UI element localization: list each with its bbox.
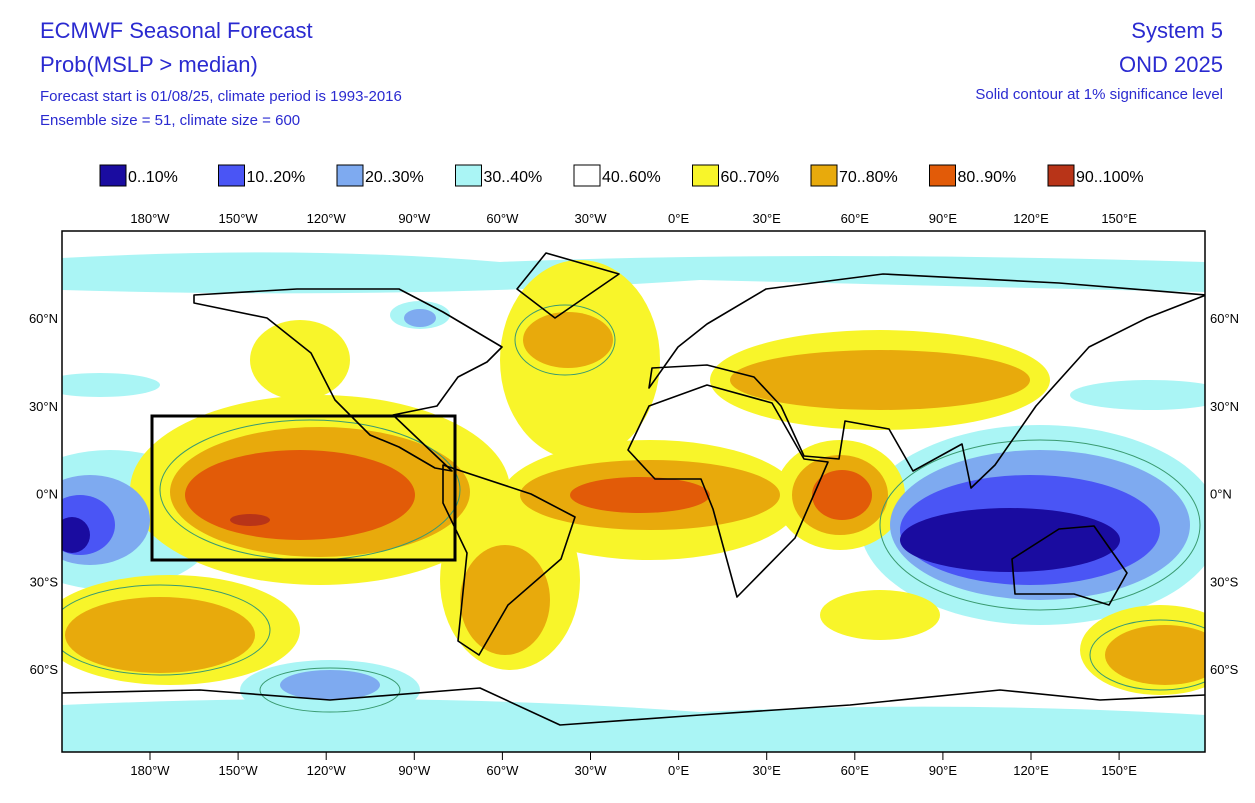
lat-label: 30°N [29,399,58,414]
info-line: Forecast start is 01/08/25, climate peri… [40,88,402,105]
legend-label: 60..70% [721,169,780,186]
legend-swatch [573,164,601,187]
legend-label: 10..20% [247,169,306,186]
lat-label: 0°N [36,487,58,502]
lon-label: 90°E [929,211,958,226]
legend-swatch [218,164,245,187]
note: Solid contour at 1% significance level [975,86,1223,103]
lon-label: 30°W [575,763,608,778]
highlight-box [150,414,457,562]
legend-swatch [336,164,364,187]
title: ECMWF Seasonal Forecast [40,18,313,43]
lon-label: 120°W [307,211,347,226]
legend-label: 70..80% [839,169,898,186]
map-field [62,231,1205,752]
lat-label: 30°S [1210,574,1239,589]
lon-label: 120°E [1013,211,1049,226]
system: System 5 [1131,18,1223,43]
lon-label: 120°W [307,763,347,778]
period: OND 2025 [1119,52,1223,77]
lon-label: 30°E [753,763,782,778]
lon-label: 30°W [575,211,608,226]
legend-label: 30..40% [484,169,543,186]
legend-swatch [455,164,482,187]
legend-swatch [929,164,956,187]
legend: 0..10% 10..20% 20..30% 30..40% 40..60% 60..70… [99,164,1144,187]
lon-label: 90°W [398,211,431,226]
legend-swatch [692,164,719,187]
lon-label: 150°W [219,763,259,778]
lon-label: 90°E [929,763,958,778]
legend-label: 40..60% [602,169,661,186]
lat-label: 60°S [1210,662,1239,677]
graticule-labels: 180°W 180°W 150°W 150°W 120°W 120°W 90°W 90°W 60… [29,211,1239,778]
lon-label: 60°W [486,763,519,778]
lon-label: 180°W [130,763,170,778]
lat-label: 60°S [30,662,59,677]
lon-label: 0°E [668,211,689,226]
lat-label: 30°S [30,574,59,589]
lon-label: 60°E [841,763,870,778]
legend-label: 80..90% [958,169,1017,186]
legend-swatch [810,164,838,187]
map-frame [61,230,1206,753]
lat-label: 60°N [29,311,58,326]
lat-label: 0°N [1210,487,1232,502]
lat-label: 30°N [1210,399,1239,414]
lat-label: 60°N [1210,311,1239,326]
info-line: Ensemble size = 51, climate size = 600 [40,112,300,129]
lon-label: 180°W [130,211,170,226]
legend-swatch [1047,164,1075,187]
lon-label: 0°E [668,763,689,778]
legend-label: 0..10% [128,169,178,186]
lon-label: 60°W [486,211,519,226]
legend-label: 90..100% [1076,169,1144,186]
lon-label: 150°E [1101,763,1137,778]
lon-label: 90°W [398,763,431,778]
legend-label: 20..30% [365,169,424,186]
lon-label: 120°E [1013,763,1049,778]
lon-label: 30°E [753,211,782,226]
subtitle: Prob(MSLP > median) [40,52,258,77]
lon-label: 60°E [841,211,870,226]
legend-swatch [99,164,127,187]
lon-label: 150°W [219,211,259,226]
lon-label: 150°E [1101,211,1137,226]
